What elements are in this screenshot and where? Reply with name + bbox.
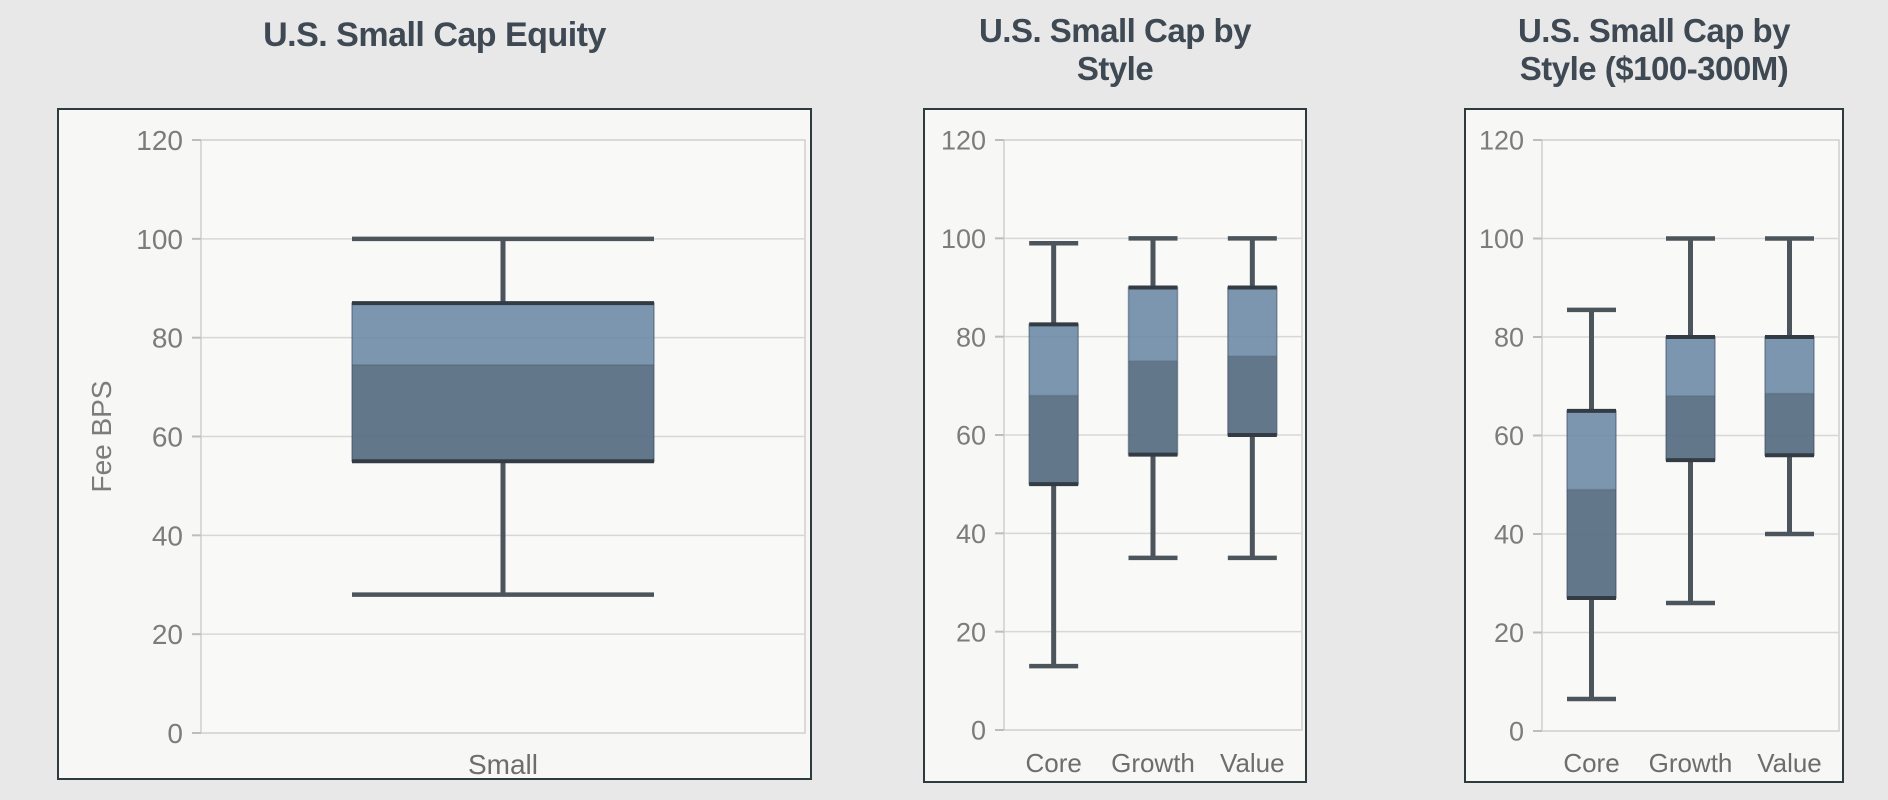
svg-text:Value: Value — [1220, 748, 1285, 778]
chart-panel-small-cap-by-style: 0 20 40 60 80 100 120 Core Growth Value — [923, 108, 1307, 783]
boxplot-canvas-small-cap-equity: 0 20 40 60 80 100 120 Fee BPS Small — [86, 125, 806, 777]
svg-text:60: 60 — [152, 422, 183, 453]
svg-text:20: 20 — [956, 617, 986, 647]
title-line: U.S. Small Cap by — [978, 12, 1252, 49]
svg-text:100: 100 — [1479, 224, 1524, 254]
svg-text:100: 100 — [941, 224, 986, 254]
svg-text:100: 100 — [136, 224, 183, 255]
title-line: U.S. Small Cap Equity — [263, 16, 606, 54]
chart-panel-small-cap-by-style-100-300m: 0 20 40 60 80 100 120 Core Growth Value — [1464, 108, 1844, 783]
svg-text:120: 120 — [136, 125, 183, 156]
svg-text:0: 0 — [167, 718, 183, 749]
svg-text:Growth: Growth — [1111, 748, 1195, 778]
svg-text:80: 80 — [956, 322, 986, 352]
svg-text:120: 120 — [941, 126, 986, 156]
svg-text:Core: Core — [1563, 748, 1619, 778]
svg-text:120: 120 — [1479, 126, 1524, 156]
title-line: Style — [1076, 49, 1154, 87]
svg-text:40: 40 — [956, 519, 986, 549]
svg-text:40: 40 — [152, 520, 183, 551]
chart-title-small-cap-by-style: U.S. Small Cap by Style — [923, 12, 1307, 87]
boxplot-canvas-small-cap-by-style-100-300m: 0 20 40 60 80 100 120 Core Growth Value — [1479, 126, 1840, 778]
boxplot-canvas-small-cap-by-style: 0 20 40 60 80 100 120 Core Growth Value — [941, 126, 1303, 778]
svg-text:Growth: Growth — [1649, 748, 1733, 778]
svg-text:60: 60 — [956, 421, 986, 451]
svg-text:20: 20 — [152, 619, 183, 650]
svg-text:60: 60 — [1494, 421, 1524, 451]
chart-title-small-cap-equity: U.S. Small Cap Equity — [57, 16, 812, 55]
svg-text:0: 0 — [971, 716, 986, 746]
svg-text:Core: Core — [1025, 748, 1081, 778]
svg-text:Fee BPS: Fee BPS — [86, 380, 117, 492]
title-line: U.S. Small Cap by — [1517, 12, 1791, 49]
chart-panel-small-cap-equity: 0 20 40 60 80 100 120 Fee BPS Small — [57, 108, 812, 780]
svg-text:0: 0 — [1509, 717, 1524, 747]
svg-text:Value: Value — [1757, 748, 1822, 778]
chart-title-small-cap-by-style-100-300m: U.S. Small Cap by Style ($100-300M) — [1464, 12, 1844, 87]
svg-text:80: 80 — [1494, 323, 1524, 353]
svg-text:40: 40 — [1494, 520, 1524, 550]
svg-text:Small: Small — [468, 749, 538, 777]
svg-text:20: 20 — [1494, 618, 1524, 648]
title-line: Style ($100-300M) — [1519, 49, 1789, 87]
svg-text:80: 80 — [152, 323, 183, 354]
